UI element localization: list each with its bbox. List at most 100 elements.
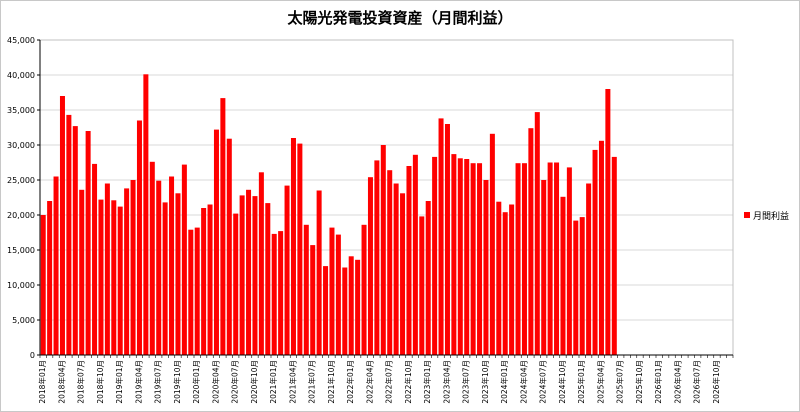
x-tick-label: 2026年04月 xyxy=(672,360,682,404)
bar xyxy=(457,158,463,355)
bar xyxy=(40,215,46,355)
bar xyxy=(104,183,110,355)
bar xyxy=(124,188,130,355)
y-axis: 0 5,000 10,000 15,000 20,000 25,000 30,000 35,0… xyxy=(7,36,41,360)
bar xyxy=(496,201,502,355)
bar xyxy=(201,208,207,355)
bar xyxy=(130,180,136,355)
bar xyxy=(136,120,142,355)
bar xyxy=(470,163,476,355)
bar xyxy=(367,177,373,355)
bar xyxy=(252,196,258,355)
x-tick-label: 2018年07月 xyxy=(76,360,86,404)
x-tick-label: 2024年04月 xyxy=(518,360,528,404)
x-tick-label: 2025年10月 xyxy=(634,360,644,404)
x-tick-label: 2019年07月 xyxy=(153,360,163,404)
bar xyxy=(207,204,213,355)
y-tick-label: 0 xyxy=(30,351,35,360)
bar xyxy=(335,234,341,355)
bar xyxy=(188,229,194,355)
bar xyxy=(438,118,444,356)
bar xyxy=(598,140,604,355)
x-tick-label: 2018年04月 xyxy=(56,360,66,404)
bar xyxy=(509,204,515,355)
bar xyxy=(355,259,361,355)
legend: 月間利益 xyxy=(744,210,789,222)
x-tick-label: 2018年01月 xyxy=(37,360,47,404)
bar xyxy=(316,190,322,355)
x-tick-label: 2022年04月 xyxy=(364,360,374,404)
x-tick-label: 2024年10月 xyxy=(557,360,567,404)
bar xyxy=(323,266,329,355)
bar xyxy=(246,189,252,355)
bar xyxy=(560,196,566,355)
x-tick-label: 2023年07月 xyxy=(461,360,471,404)
y-tick-label: 40,000 xyxy=(7,71,35,80)
y-tick-label: 10,000 xyxy=(7,281,35,290)
bar xyxy=(528,128,534,355)
bar xyxy=(258,172,264,355)
x-tick-label: 2025年01月 xyxy=(576,360,586,404)
bar xyxy=(66,114,72,356)
x-tick-label: 2026年10月 xyxy=(711,360,721,404)
x-tick-label: 2022年01月 xyxy=(345,360,355,404)
x-tick-label: 2019年01月 xyxy=(114,360,124,404)
bar xyxy=(143,74,149,356)
bar xyxy=(233,213,239,355)
y-tick-label: 35,000 xyxy=(7,106,35,115)
x-tick-label: 2024年07月 xyxy=(538,360,548,404)
bar xyxy=(489,133,495,355)
bar xyxy=(220,98,226,355)
x-tick-label: 2023年10月 xyxy=(480,360,490,404)
x-tick-label: 2018年10月 xyxy=(95,360,105,404)
bar xyxy=(477,163,483,355)
y-tick-label: 20,000 xyxy=(7,211,35,220)
bar xyxy=(194,227,200,355)
bar xyxy=(393,183,399,355)
bar xyxy=(502,212,508,355)
bar xyxy=(406,166,412,355)
bar xyxy=(566,167,572,355)
bar xyxy=(451,154,457,355)
bar xyxy=(239,195,245,355)
bar xyxy=(111,200,117,355)
bar xyxy=(579,217,585,355)
chart-title: 太陽光発電投資資産（月間利益） xyxy=(287,9,512,27)
bar xyxy=(169,176,175,355)
bar xyxy=(483,180,489,355)
x-tick-label: 2019年10月 xyxy=(172,360,182,404)
bar xyxy=(156,180,162,355)
x-tick-label: 2022年07月 xyxy=(384,360,394,404)
bar xyxy=(342,267,348,355)
bar xyxy=(419,216,425,355)
bar xyxy=(348,256,354,355)
bar xyxy=(181,164,187,355)
bar xyxy=(573,220,579,355)
bar xyxy=(605,89,611,355)
bar xyxy=(521,163,527,355)
y-tick-label: 30,000 xyxy=(7,141,35,150)
bar xyxy=(92,163,98,355)
bar xyxy=(547,162,553,355)
bar xyxy=(534,112,540,355)
bar xyxy=(303,224,309,355)
bar xyxy=(412,154,418,355)
bar xyxy=(310,245,316,355)
bar xyxy=(432,156,438,355)
bar xyxy=(117,206,123,355)
bar xyxy=(98,199,104,355)
bar xyxy=(425,201,431,355)
bar xyxy=(592,149,598,355)
bar xyxy=(59,96,65,355)
x-tick-label: 2026年07月 xyxy=(692,360,702,404)
y-tick-label: 45,000 xyxy=(7,36,35,45)
bar xyxy=(586,183,592,355)
x-tick-label: 2020年01月 xyxy=(191,360,201,404)
bar xyxy=(387,170,393,355)
x-tick-label: 2025年04月 xyxy=(595,360,605,404)
bar xyxy=(47,201,53,355)
bar xyxy=(149,161,155,355)
x-tick-label: 2021年10月 xyxy=(326,360,336,404)
bar xyxy=(329,227,335,355)
bar xyxy=(380,145,386,355)
